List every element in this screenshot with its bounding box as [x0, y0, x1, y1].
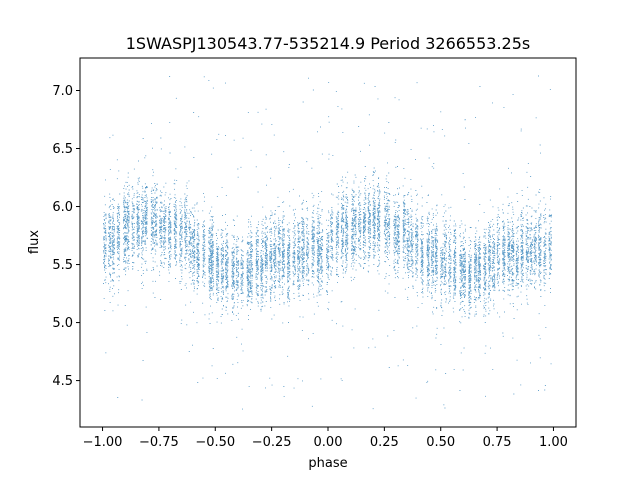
scatter-point-cloud [103, 75, 552, 410]
y-tick-label: 6.0 [52, 200, 73, 215]
y-tick-label: 7.0 [52, 84, 73, 99]
y-tick-label: 5.0 [52, 316, 73, 331]
chart-title: 1SWASPJ130543.77-535214.9 Period 3266553… [126, 34, 531, 53]
x-axis: −1.00 −0.75 −0.50 −0.25 0.00 0.25 0.50 0.75 1.00 [83, 427, 568, 450]
y-tick-label: 6.5 [52, 142, 73, 157]
scatter-points [103, 75, 552, 410]
x-tick-label: 0.00 [314, 435, 343, 450]
x-axis-label: phase [308, 456, 347, 471]
x-tick-label: −1.00 [83, 435, 123, 450]
x-tick-label: −0.50 [195, 435, 235, 450]
y-tick-label: 5.5 [52, 258, 73, 273]
x-tick-label: 1.00 [539, 435, 568, 450]
x-tick-label: 0.75 [483, 435, 512, 450]
x-tick-label: −0.75 [139, 435, 179, 450]
x-tick-label: 0.50 [426, 435, 455, 450]
y-tick-label: 4.5 [52, 374, 73, 389]
y-axis-label: flux [27, 230, 42, 254]
x-tick-label: −0.25 [252, 435, 292, 450]
y-axis: 4.5 5.0 5.5 6.0 6.5 7.0 [52, 84, 80, 389]
x-tick-label: 0.25 [370, 435, 399, 450]
